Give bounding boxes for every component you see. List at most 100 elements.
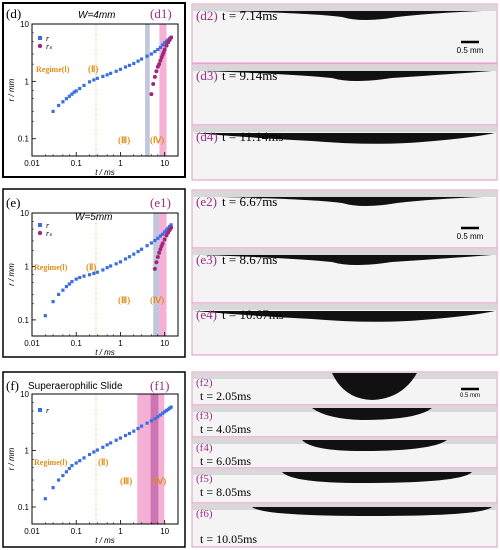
data-point-r [87,80,92,84]
frame-label: (d3) [196,68,218,83]
legend-marker-r [38,36,42,40]
data-point-rs [149,92,154,97]
y-tick-label: 10 [20,209,29,218]
x-axis-label: t / ms [95,168,115,177]
data-point-r [158,413,162,417]
data-point-r [95,270,99,274]
data-point-r [67,94,71,98]
frame-f2: (f2)t = 2.05ms 0.5 mm [191,371,498,406]
data-point-r [153,417,157,421]
data-point-r [101,74,105,79]
legend-label: r [46,406,50,415]
data-point-r [166,226,170,230]
data-point-r [139,247,144,251]
regime-label: (Ⅲ) [118,295,130,305]
data-point-rs [154,260,159,265]
data-point-r [114,262,118,266]
data-point-r [132,429,136,433]
y-axis-label: r / mm [7,78,16,101]
data-point-r [105,266,109,270]
y-tick-label: 0.1 [18,316,30,325]
data-point-r [74,277,78,281]
panel-d-chart: (d) (d1) W=4mm 0.01 0.1 1 10 0.1 1 10 t / ms r /… [2,2,186,178]
bubble-shape [332,373,417,400]
substrate-band [193,304,496,310]
data-point-r [153,238,157,243]
substrate-band [193,249,496,255]
x-tick-label: 1 [118,527,123,536]
frame-label: (e2) [196,194,217,209]
data-point-r [139,424,144,428]
plot-f-axes: 0.01 0.1 1 10 0.1 1 10 t / ms r / mm Regime(Ⅰ) (Ⅱ)… [7,390,179,545]
data-point-r [92,271,96,276]
bubble-frames: (d2) t = 7.14ms 0.5 mm (d3) t = 9.14ms (d4) t … [191,3,498,548]
data-point-r [123,257,128,261]
regime-label: (Ⅱ) [98,457,108,467]
panel-d-frame [2,2,186,178]
data-point-r [149,419,153,423]
frame-f5: (f5)t = 8.05ms [191,467,498,504]
legend-label: r [46,34,50,43]
regime-band [145,24,150,156]
frame-e3: (e3) t = 8.67ms [191,247,498,304]
data-point-r [156,47,160,52]
data-point-r [105,73,109,77]
data-point-r [70,92,74,96]
data-point-r [161,411,165,415]
y-tick-label: 1 [25,262,30,271]
frame-time: t = 11.14ms [222,129,283,144]
frame-time: t = 10.67ms [222,307,284,322]
frame-label: (f2) [196,377,213,389]
data-point-r [101,268,105,272]
regime-label: (Ⅳ) [150,295,164,305]
data-point-r [87,273,92,277]
panel-f-chart: (f) Superaerophilic Slide (f1) 0.01 0.1 1 1… [2,371,186,548]
data-point-r [163,41,167,45]
data-point-r [127,63,132,67]
legend-label: r [46,221,50,230]
data-point-rs [152,266,157,271]
frame-d3: (d3) t = 9.14ms [191,63,498,126]
frame-time: t = 8.67ms [222,252,277,267]
legend-marker-rs [37,230,43,236]
data-point-r [163,410,167,414]
data-point-r [161,232,165,236]
bubble-shape [194,311,495,322]
data-point-r [70,280,74,284]
data-point-rs [152,74,157,79]
data-point-r [145,54,149,58]
data-point-rs [151,81,156,86]
x-axis-label: t / ms [95,536,115,545]
regime-label: (Ⅲ) [120,476,132,486]
x-tick-label: 1 [118,339,123,348]
y-tick-label: 0.1 [18,135,30,144]
regime-band [150,394,159,524]
data-point-rs [155,255,160,260]
legend-label: rₛ [46,42,53,51]
frame-time: t = 8.05ms [200,485,251,499]
data-point-r [64,97,69,101]
data-point-r [145,244,149,248]
data-point-r [43,497,47,501]
regime-label: (Ⅱ) [86,262,96,272]
data-point-r [136,249,140,254]
data-point-r [158,234,162,238]
data-point-r [74,89,78,93]
panel-d-title: W=4mm [78,10,116,21]
frame-time: t = 6.05ms [200,454,251,468]
frame-label: (f6) [196,508,213,520]
data-point-r [114,438,118,442]
data-point-r [82,274,86,278]
y-axis-label: r / mm [7,263,16,286]
data-point-r [61,288,65,292]
data-point-r [123,433,128,438]
data-point-r [105,443,109,447]
data-point-r [57,103,61,108]
frame-f4: (f4)t = 6.05ms [191,436,498,469]
substrate-band [193,191,496,197]
frame-e2: (e2) t = 6.67ms 0.5 mm [191,189,498,249]
bubble-shape [202,71,492,81]
data-point-rs [169,225,174,230]
data-point-r [118,260,123,264]
